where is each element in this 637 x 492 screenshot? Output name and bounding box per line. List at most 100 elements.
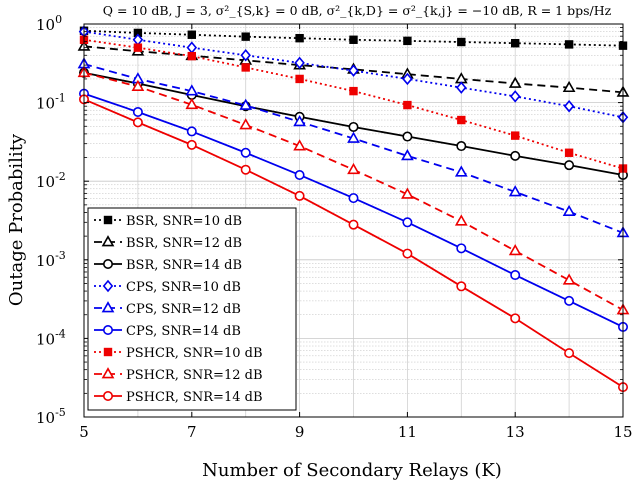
data-point <box>454 165 468 177</box>
chart-title: Q = 10 dB, J = 3, σ²_{S,k} = 0 dB, σ²_{k… <box>103 3 612 18</box>
data-point <box>564 160 575 171</box>
legend-marker <box>103 390 114 401</box>
legend-marker <box>103 258 114 269</box>
x-tick-label: 15 <box>613 423 632 441</box>
legend-marker <box>101 235 115 247</box>
data-point <box>403 100 412 110</box>
data-point <box>348 121 359 132</box>
y-tick-label: 100 <box>36 13 62 34</box>
legend-marker <box>103 347 113 357</box>
data-point <box>509 90 521 103</box>
data-point <box>187 30 196 39</box>
data-point <box>347 131 360 143</box>
data-point <box>402 217 413 228</box>
legend-entry: CPS, SNR=14 dB <box>94 324 241 339</box>
data-point <box>241 32 250 41</box>
legend-entry: BSR, SNR=12 dB <box>94 235 242 251</box>
data-point <box>241 63 250 72</box>
data-point <box>563 99 575 113</box>
series-layer <box>77 25 630 393</box>
legend-entry: BSR, SNR=14 dB <box>94 258 242 273</box>
data-point <box>402 131 413 142</box>
data-point <box>349 86 358 96</box>
legend-marker <box>101 301 115 313</box>
legend-entry: PSHCR, SNR=12 dB <box>94 367 263 383</box>
series-3 <box>78 25 629 124</box>
data-point <box>293 139 306 151</box>
data-point <box>402 72 413 86</box>
x-tick-label: 5 <box>79 423 89 441</box>
legend-label: PSHCR, SNR=12 dB <box>126 368 263 383</box>
data-point <box>403 36 412 46</box>
series-line <box>83 38 624 170</box>
legend-marker <box>103 324 114 335</box>
data-point <box>132 117 143 128</box>
y-tick-label: 10-1 <box>36 92 66 113</box>
legend-entry: PSHCR, SNR=10 dB <box>94 346 263 361</box>
data-point <box>240 49 251 62</box>
data-point <box>293 114 306 127</box>
data-point <box>402 248 413 259</box>
legend-box <box>87 207 297 411</box>
y-tick-label: 10-4 <box>36 327 66 348</box>
data-point <box>456 81 467 94</box>
data-point <box>295 74 304 84</box>
data-point <box>294 56 305 70</box>
data-point <box>133 43 143 52</box>
data-point <box>349 35 358 44</box>
data-point <box>347 162 360 175</box>
data-point <box>562 273 576 285</box>
legend: BSR, SNR=10 dB BSR, SNR=12 dB BSR, SNR=14 … <box>87 207 297 411</box>
x-tick-label: 9 <box>295 423 305 441</box>
data-point <box>294 169 305 180</box>
data-point <box>185 97 199 110</box>
data-point <box>294 190 305 201</box>
data-point <box>508 244 522 256</box>
data-point <box>239 98 253 110</box>
data-point <box>564 40 574 49</box>
data-point <box>186 139 197 150</box>
data-point <box>564 295 575 306</box>
x-tick-label: 13 <box>506 423 525 441</box>
data-point <box>564 148 574 157</box>
data-point <box>132 106 143 117</box>
series-line <box>83 30 624 119</box>
data-point <box>456 141 467 152</box>
data-point <box>564 348 575 359</box>
data-point <box>510 38 520 48</box>
legend-label: BSR, SNR=12 dB <box>126 236 242 251</box>
data-point <box>187 51 196 61</box>
y-tick-label: 10-5 <box>36 406 66 427</box>
legend-marker <box>103 215 113 225</box>
legend-label: PSHCR, SNR=10 dB <box>126 346 263 361</box>
data-point <box>240 147 251 158</box>
data-point <box>131 79 145 91</box>
data-point <box>240 164 251 175</box>
y-axis-title: Outage Probability <box>6 133 27 306</box>
data-point <box>510 270 521 281</box>
data-point <box>510 150 521 161</box>
data-point <box>454 214 468 226</box>
data-point <box>295 33 304 43</box>
data-point <box>348 64 359 77</box>
data-point <box>239 118 253 130</box>
legend-label: PSHCR, SNR=14 dB <box>126 390 263 405</box>
data-point <box>186 41 198 54</box>
legend-entry: PSHCR, SNR=14 dB <box>94 390 263 405</box>
legend-entry: CPS, SNR=12 dB <box>94 301 241 317</box>
data-point <box>454 72 468 84</box>
data-point <box>401 149 414 161</box>
x-tick-label: 7 <box>187 423 197 441</box>
data-point <box>401 187 414 199</box>
legend-entry: CPS, SNR=10 dB <box>94 279 241 295</box>
plot-frame <box>83 23 624 418</box>
data-point <box>457 37 466 47</box>
legend-label: CPS, SNR=10 dB <box>126 280 241 295</box>
y-tick-label: 10-2 <box>36 170 66 191</box>
y-tick-label: 10-3 <box>36 249 66 270</box>
legend-entry: BSR, SNR=10 dB <box>94 214 242 229</box>
data-point <box>456 243 467 254</box>
data-point <box>510 313 521 324</box>
legend-label: CPS, SNR=14 dB <box>126 324 241 339</box>
